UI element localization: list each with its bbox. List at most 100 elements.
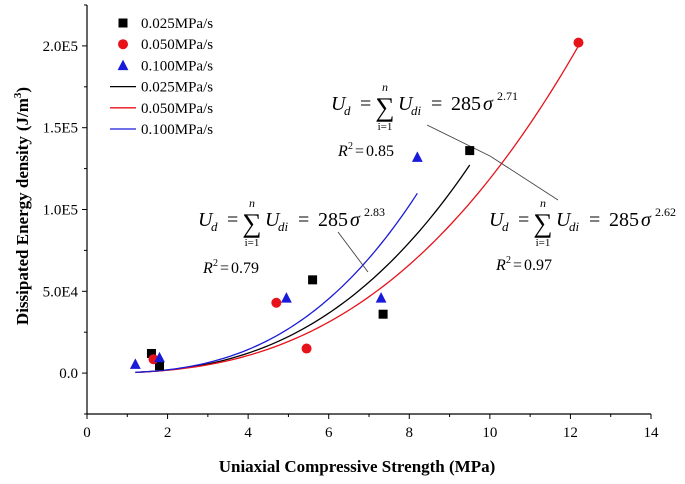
eq-r2-value: 0.79 [231, 260, 259, 277]
legend-label: 0.050MPa/s [141, 101, 213, 117]
eq-r2-label: R [337, 143, 348, 160]
y-axis-title-unit-close: ) [13, 87, 32, 93]
eq-equals: = [589, 209, 600, 231]
legend-marker-0.050MPa/s [118, 39, 128, 50]
eq-r2-exp: 2 [348, 141, 353, 152]
legend-marker-0.100MPa/s [117, 59, 129, 71]
eq-sum-symbol: ∑ [375, 92, 394, 122]
data-point-0.025MPa/s [146, 348, 156, 358]
annotation-leader-lines [337, 124, 559, 273]
data-point-0.050MPa/s [573, 37, 584, 48]
ticks: 0 2 4 6 8 10 12 14 0.0 5.0E4 1.0E5 1.5E5 2.0E5 [43, 4, 660, 441]
data-point-0.025MPa/s [308, 275, 318, 285]
eq-exponent: 2.71 [497, 89, 518, 103]
legend: 0.025MPa/s 0.050MPa/s 0.100MPa/s 0.025MPa/s… [110, 16, 213, 138]
eq-r2-value: 0.97 [524, 257, 552, 274]
eq-lhs-var: U [331, 93, 347, 115]
x-tick-label: 10 [482, 425, 497, 441]
eq-sigma: σ [483, 93, 494, 115]
eq-term-var: U [265, 209, 281, 231]
y-axis-title-unit: (J/m [13, 98, 32, 131]
y-tick-label: 5.0E4 [43, 284, 79, 300]
data-point-0.025MPa/s [378, 309, 388, 319]
data-point-0.100MPa/s [375, 292, 387, 303]
fit-curve-0.100MPa/s [135, 192, 418, 373]
eq-sum-symbol: ∑ [242, 208, 261, 238]
data-point-0.100MPa/s [411, 151, 423, 162]
data-point-0.025MPa/s [465, 146, 475, 156]
eq-r2-label: R [202, 260, 213, 277]
data-point-0.025MPa/s [155, 361, 165, 371]
y-axis-title-unit-exp: 3 [12, 92, 24, 98]
fit-curve-0.050MPa/s [135, 45, 580, 373]
x-tick-label: 14 [644, 425, 660, 441]
y-tick-label: 1.5E5 [43, 121, 78, 137]
eq-sum-top: n [540, 196, 546, 210]
fit-lines [135, 45, 580, 373]
data-point-0.100MPa/s [281, 292, 292, 303]
legend-label: 0.025MPa/s [141, 16, 213, 32]
eq-equals: = [431, 93, 442, 115]
eq-sigma: σ [641, 209, 652, 231]
y-axis-title: Dissipated Energy density (J/m3) [12, 87, 32, 325]
legend-marker-0.025MPa/s [118, 18, 128, 28]
fit-curve-0.025MPa/s [135, 164, 471, 373]
x-tick-label: 8 [406, 425, 414, 441]
data-point-0.050MPa/s [271, 297, 282, 308]
eq-sum-top: n [249, 196, 255, 210]
eq-exponent: 2.62 [655, 205, 676, 219]
data-point-0.100MPa/s [154, 351, 165, 363]
eq-coef: 285 [318, 209, 348, 231]
eq-sum-bottom: i=1 [245, 237, 260, 249]
eq-lhs-sub: d [502, 219, 509, 234]
y-tick-label: 2.0E5 [43, 39, 78, 55]
x-tick-label: 4 [244, 425, 252, 441]
eq-lhs-var: U [489, 209, 505, 231]
eq-r2-equals: = [513, 257, 522, 274]
legend-label: 0.100MPa/s [141, 58, 213, 74]
y-tick-label: 0.0 [59, 366, 78, 382]
legend-label: 0.050MPa/s [141, 37, 213, 53]
eq-sum-symbol: ∑ [533, 208, 552, 238]
x-tick-label: 12 [563, 425, 578, 441]
eq-r2-equals: = [220, 260, 229, 277]
x-tick-label: 6 [325, 425, 333, 441]
eq-term-var: U [556, 209, 572, 231]
legend-label: 0.025MPa/s [141, 80, 213, 96]
eq-r2-value: 0.85 [366, 143, 394, 160]
y-axis-title-main: Dissipated Energy density [13, 136, 32, 325]
x-tick-label: 2 [164, 425, 172, 441]
eq-coef: 285 [451, 93, 481, 115]
eq-exponent: 2.83 [364, 205, 385, 219]
legend-label: 0.100MPa/s [141, 122, 213, 138]
eq-lhs-var: U [198, 209, 214, 231]
data-point-0.050MPa/s [301, 343, 312, 354]
leader-line [426, 124, 491, 157]
eq-r2-exp: 2 [506, 255, 511, 266]
eq-r2-exp: 2 [213, 258, 218, 269]
eq-equals: = [227, 209, 238, 231]
data-point-0.100MPa/s [129, 358, 141, 369]
eq-sum-bottom: i=1 [378, 121, 393, 133]
eq-equals: = [298, 209, 309, 231]
eq-term-sub: di [278, 219, 289, 234]
eq-sum-bottom: i=1 [536, 237, 551, 249]
x-axis-title: Uniaxial Compressive Strength (MPa) [219, 457, 496, 476]
y-tick-label: 1.0E5 [43, 203, 78, 219]
eq-lhs-sub: d [211, 219, 218, 234]
eq-lhs-sub: d [344, 103, 351, 118]
eq-r2-label: R [495, 257, 506, 274]
eq-equals: = [360, 93, 371, 115]
leader-line [337, 231, 369, 273]
leader-line [489, 155, 559, 201]
data-points [129, 37, 584, 371]
eq-term-sub: di [569, 219, 580, 234]
eq-term-sub: di [411, 103, 422, 118]
x-tick-label: 0 [83, 425, 91, 441]
eq-term-var: U [398, 93, 414, 115]
eq-sum-top: n [382, 80, 388, 94]
eq-coef: 285 [609, 209, 639, 231]
eq-r2-equals: = [355, 143, 364, 160]
